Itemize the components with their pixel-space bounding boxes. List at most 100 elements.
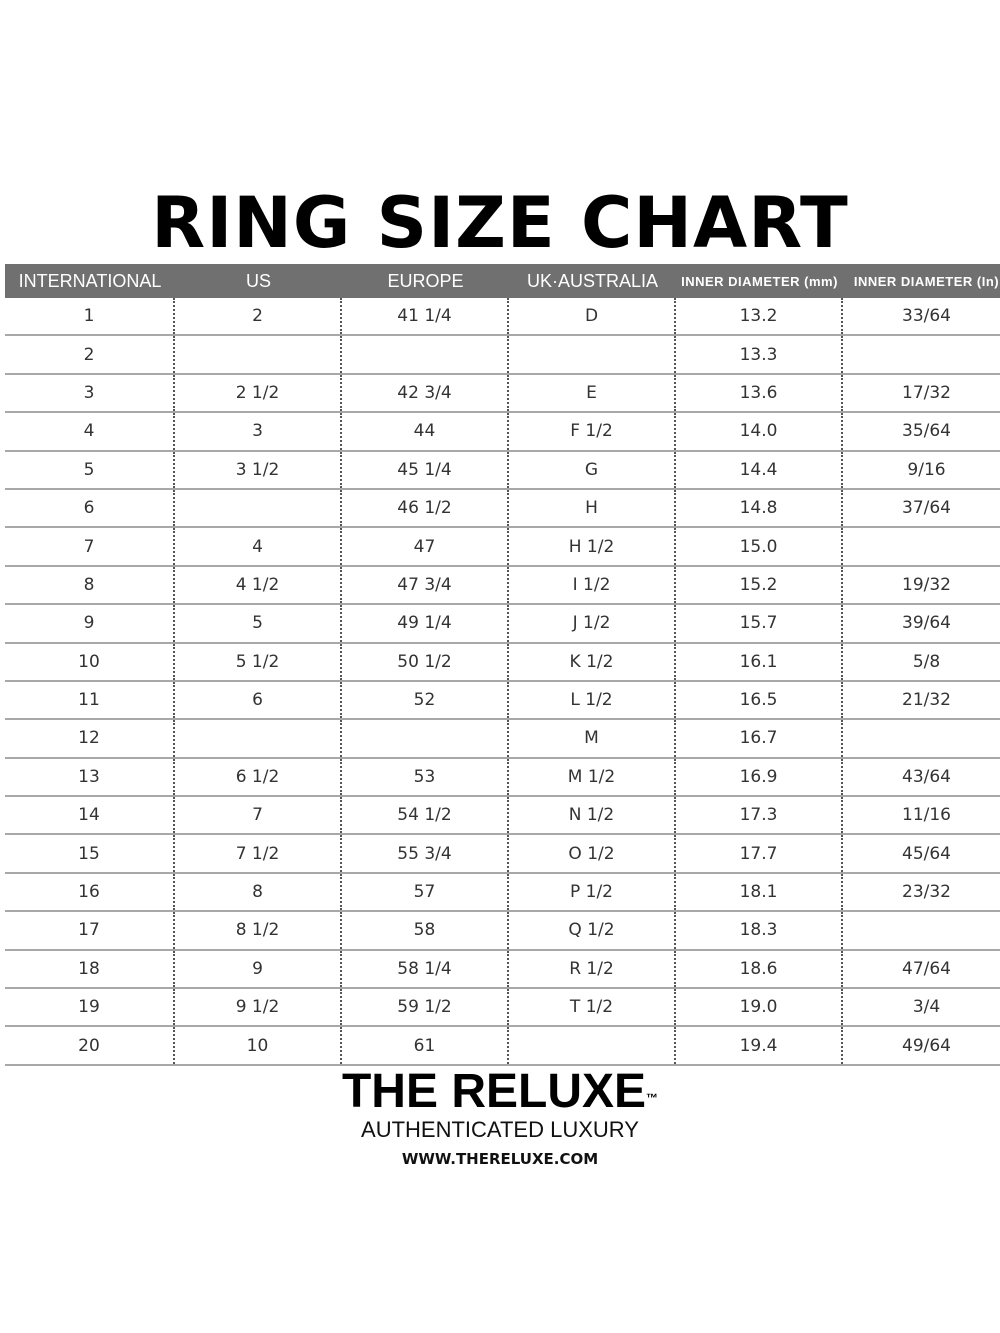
cell-us: 6 (175, 681, 342, 719)
cell-international: 7 (5, 528, 175, 565)
cell-international: 1 (5, 298, 175, 335)
cell-diameter-in: 17/32 (902, 382, 951, 403)
cell-europe: 53 (342, 758, 509, 796)
cell-international: 5 (5, 451, 175, 488)
table-row: 4 3 44 F 1/2 14.0 35/64 (5, 413, 1000, 452)
page-title: RING SIZE CHART (151, 182, 849, 264)
cell-uk-australia: G (509, 451, 676, 488)
table-row: 1 2 41 1/4 D 13.2 33/64 (5, 298, 1000, 337)
cell-diameter-mm: 14.0 (676, 413, 843, 450)
cell-diameter-in: 39/64 (902, 613, 951, 634)
cell-europe: 41 1/4 (342, 298, 509, 335)
cell-europe: 45 1/4 (342, 451, 509, 488)
cell-uk-australia: R 1/2 (509, 950, 676, 988)
cell-diameter-in (843, 528, 1000, 564)
cell-europe: 49 1/4 (342, 605, 509, 642)
cell-diameter-mm: 18.3 (676, 912, 843, 949)
table-row: 7 4 47 H 1/2 15.0 (5, 528, 1000, 567)
cell-us (175, 720, 342, 757)
cell-diameter-in: 3/4 (912, 997, 941, 1018)
cell-uk-australia (509, 1027, 676, 1064)
trademark: ™ (646, 1091, 659, 1105)
cell-diameter-in: 43/64 (902, 766, 951, 787)
cell-international: 19 (5, 989, 175, 1026)
cell-international: 2 (5, 336, 175, 373)
cell-europe: 57 (342, 873, 509, 911)
cell-diameter-in: 19/32 (902, 574, 951, 595)
cell-europe: 52 (342, 681, 509, 719)
cell-europe: 44 (342, 413, 509, 450)
cell-diameter-mm: 16.9 (676, 758, 843, 796)
cell-international: 11 (5, 681, 175, 719)
cell-uk-australia: K 1/2 (509, 643, 676, 680)
cell-diameter-mm: 18.6 (676, 950, 843, 988)
cell-us: 5 (175, 605, 342, 642)
cell-diameter-mm: 16.7 (676, 720, 843, 757)
cell-europe: 59 1/2 (342, 989, 509, 1026)
cell-us: 4 (175, 528, 342, 565)
cell-uk-australia: M (509, 720, 676, 757)
cell-international: 14 (5, 797, 175, 834)
cell-europe (342, 720, 509, 757)
cell-us: 3 1/2 (175, 451, 342, 488)
cell-international: 10 (5, 643, 175, 680)
cell-diameter-in: 5/8 (912, 651, 941, 672)
table-row: 16 8 57 P 1/2 18.1 23/32 (5, 873, 1000, 913)
cell-international: 17 (5, 912, 175, 949)
table-row: 17 8 1/2 58 Q 1/2 18.3 (5, 912, 1000, 951)
cell-us: 9 1/2 (175, 989, 342, 1026)
cell-diameter-in: 49/64 (902, 1035, 951, 1056)
header-europe: EUROPE (387, 270, 464, 291)
cell-diameter-mm: 13.2 (676, 298, 843, 335)
cell-diameter-in: 21/32 (902, 690, 951, 711)
cell-europe: 42 3/4 (342, 374, 509, 412)
cell-diameter-mm: 13.6 (676, 374, 843, 412)
cell-uk-australia: N 1/2 (509, 797, 676, 834)
cell-diameter-in: 45/64 (902, 843, 951, 864)
table-header: INTERNATIONAL US EUROPE UK·AUSTRALIA INN… (5, 264, 1000, 298)
cell-europe (342, 336, 509, 373)
cell-uk-australia: Q 1/2 (509, 912, 676, 949)
cell-international: 8 (5, 566, 175, 604)
cell-diameter-mm: 18.1 (676, 873, 843, 911)
cell-uk-australia: P 1/2 (509, 873, 676, 911)
table-row: 11 6 52 L 1/2 16.5 21/32 (5, 681, 1000, 721)
cell-diameter-in (843, 336, 1000, 372)
table-body: 1 2 41 1/4 D 13.2 33/64 2 13.3 3 2 1/2 42 3/4 E 13.6… (5, 298, 1000, 1066)
cell-us: 10 (175, 1027, 342, 1064)
cell-europe: 55 3/4 (342, 835, 509, 872)
table-row: 6 46 1/2 H 14.8 37/64 (5, 489, 1000, 529)
cell-us: 4 1/2 (175, 566, 342, 604)
cell-diameter-mm: 15.7 (676, 605, 843, 642)
cell-international: 16 (5, 873, 175, 911)
cell-international: 3 (5, 374, 175, 412)
header-inner-diameter-in: INNER DIAMETER (In) (853, 273, 1000, 289)
cell-uk-australia: E (509, 374, 676, 412)
table-row: 19 9 1/2 59 1/2 T 1/2 19.0 3/4 (5, 989, 1000, 1028)
brand-logo: THE RELUXE™ AUTHENTICATED LUXURY WWW.THE… (0, 1066, 1000, 1169)
cell-uk-australia: M 1/2 (509, 758, 676, 796)
cell-us: 8 1/2 (175, 912, 342, 949)
brand-name: THE RELUXE™ (0, 1066, 1000, 1118)
cell-europe: 50 1/2 (342, 643, 509, 680)
cell-international: 4 (5, 413, 175, 450)
cell-international: 6 (5, 489, 175, 527)
header-uk-australia: UK·AUSTRALIA (526, 270, 659, 291)
cell-uk-australia: T 1/2 (509, 989, 676, 1026)
cell-uk-australia (509, 336, 676, 373)
cell-diameter-mm: 17.7 (676, 835, 843, 872)
cell-diameter-mm: 17.3 (676, 797, 843, 834)
cell-us (175, 489, 342, 527)
cell-europe: 47 3/4 (342, 566, 509, 604)
cell-us: 6 1/2 (175, 758, 342, 796)
cell-uk-australia: F 1/2 (509, 413, 676, 450)
cell-uk-australia: I 1/2 (509, 566, 676, 604)
cell-us: 7 (175, 797, 342, 834)
cell-us: 9 (175, 950, 342, 988)
header-inner-diameter-mm: INNER DIAMETER (mm) (681, 273, 838, 289)
table-row: 10 5 1/2 50 1/2 K 1/2 16.1 5/8 (5, 643, 1000, 682)
brand-url: WWW.THERELUXE.COM (401, 1150, 599, 1168)
cell-diameter-mm: 13.3 (676, 336, 843, 373)
cell-diameter-in: 37/64 (902, 498, 951, 519)
